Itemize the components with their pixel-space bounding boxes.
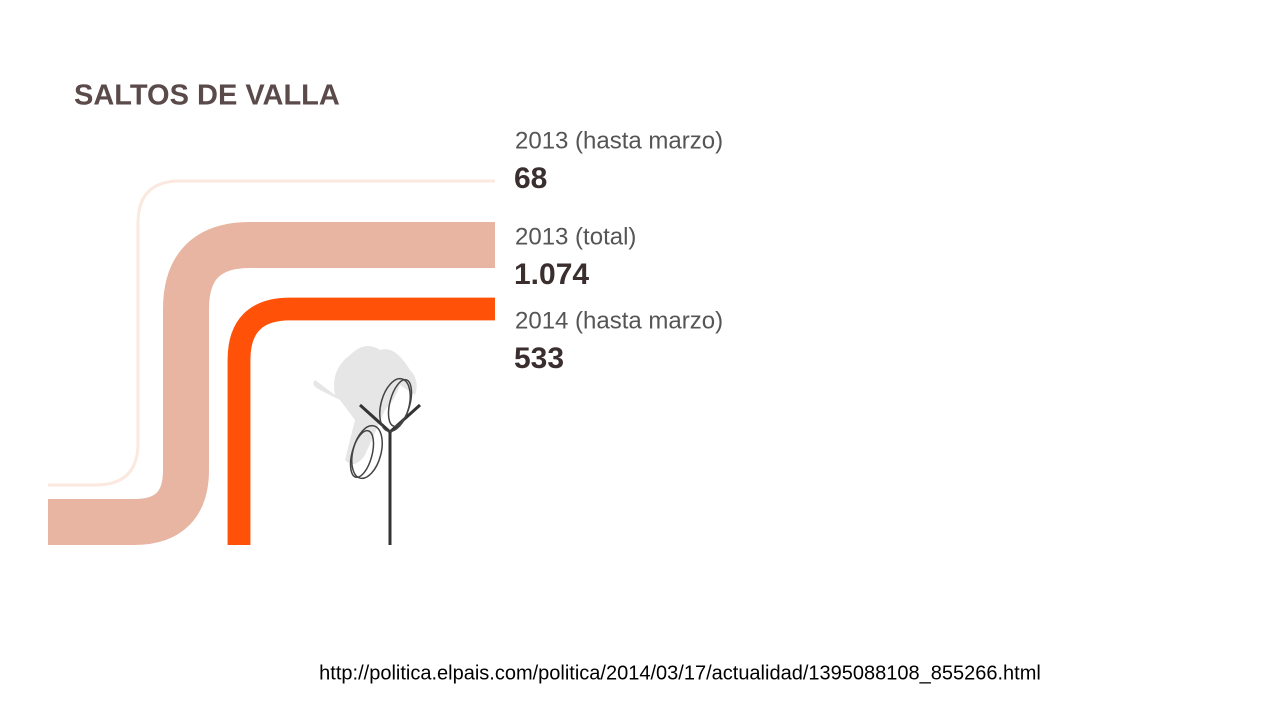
value-label: 1.074 — [514, 258, 589, 291]
band — [48, 222, 495, 545]
jumper-illustration — [313, 346, 422, 545]
bands — [48, 179, 495, 545]
chart-title: SALTOS DE VALLA — [74, 80, 340, 112]
source-url: http://politica.elpais.com/politica/2014… — [319, 662, 1041, 684]
category-label: 2013 (total) — [515, 223, 636, 250]
band — [227, 297, 495, 545]
value-label: 533 — [514, 342, 564, 375]
value-label: 68 — [514, 162, 547, 195]
category-label: 2013 (hasta marzo) — [515, 127, 723, 154]
category-label: 2014 (hasta marzo) — [515, 307, 723, 334]
band — [48, 179, 495, 487]
